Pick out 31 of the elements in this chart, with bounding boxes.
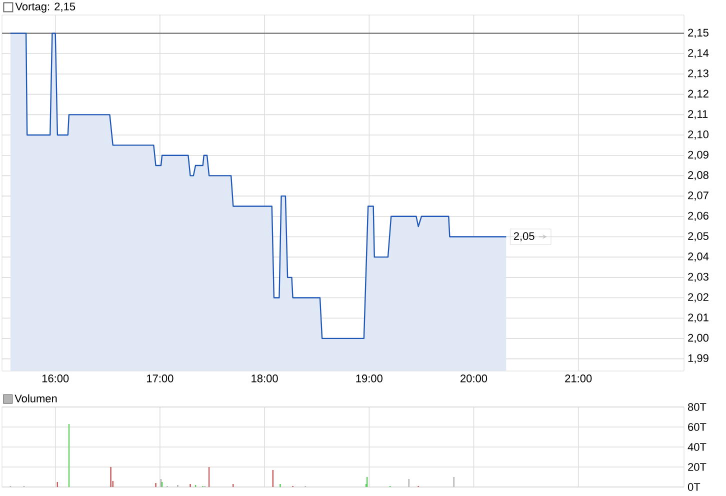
- y-tick-label: 2,09: [688, 150, 708, 160]
- y-tick-label: 2,08: [688, 171, 708, 180]
- y-tick-label: 2,14: [688, 49, 709, 58]
- y-tick-label: 40T: [688, 443, 706, 451]
- y-tick-label: 60T: [688, 423, 706, 431]
- y-tick-label: 2,00: [688, 334, 708, 343]
- y-tick-label: 2,05: [688, 232, 708, 242]
- y-tick-label: 0T: [688, 483, 700, 491]
- y-tick-label: 2,06: [688, 212, 708, 221]
- y-tick-label: 2,03: [688, 272, 708, 282]
- y-tick-label: 2,15: [688, 28, 708, 38]
- y-tick-label: 2,01: [688, 314, 708, 323]
- y-tick-label: 2,11: [688, 110, 708, 120]
- x-tick-label: 16:00: [42, 374, 69, 382]
- y-tick-label: 2,02: [688, 293, 708, 302]
- annotation: 2,05: [514, 232, 534, 242]
- y-tick-label: 2,12: [688, 90, 708, 99]
- y-tick-label: 2,07: [688, 192, 708, 201]
- legend-label: Vortag: 2,15: [15, 2, 76, 13]
- y-tick-label: 2,04: [688, 252, 709, 262]
- x-tick-label: 17:00: [147, 374, 174, 382]
- x-tick-label: 19:00: [356, 374, 382, 382]
- legend-label: Volumen: [14, 394, 57, 402]
- x-tick-label: 21:00: [565, 374, 592, 382]
- y-tick-label: 2,10: [688, 130, 708, 140]
- y-tick-label: 80T: [688, 403, 706, 411]
- y-tick-label: 2,13: [688, 69, 708, 79]
- y-tick-label: 20T: [688, 463, 706, 471]
- x-tick-label: 20:00: [460, 374, 488, 382]
- x-tick-label: 18:00: [252, 374, 278, 382]
- y-tick-label: 1,99: [688, 354, 708, 364]
